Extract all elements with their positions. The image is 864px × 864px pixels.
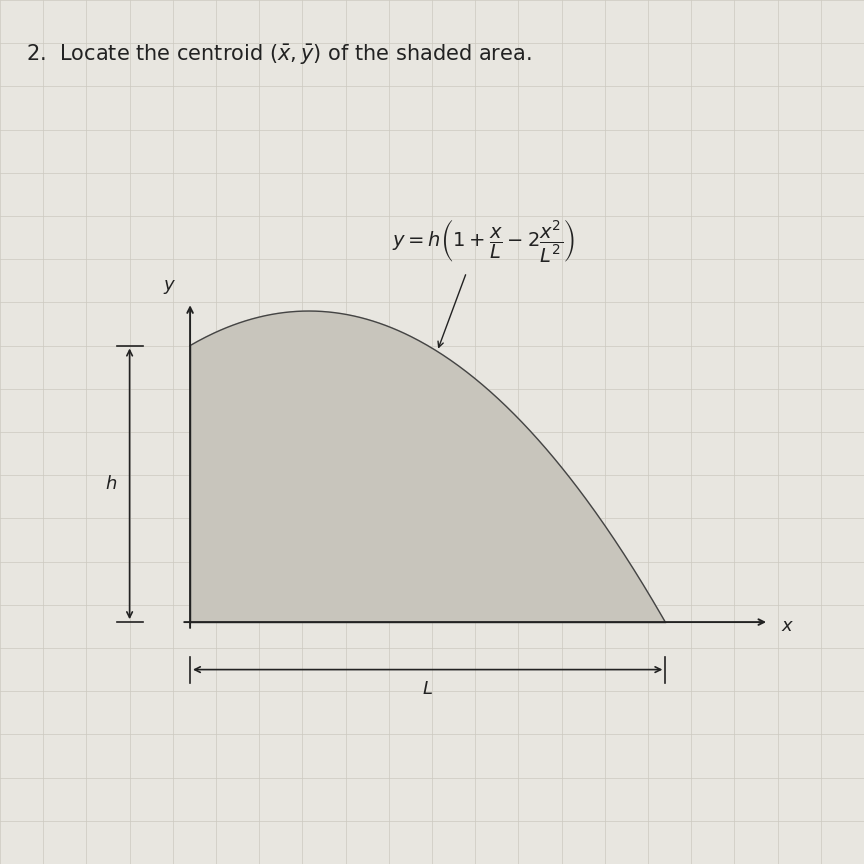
Text: 2.  Locate the centroid $(\bar{x}, \bar{y})$ of the shaded area.: 2. Locate the centroid $(\bar{x}, \bar{y… <box>26 43 531 67</box>
Text: L: L <box>422 680 433 698</box>
Polygon shape <box>190 311 665 622</box>
Text: $y = h\left(1 + \dfrac{x}{L} - 2\dfrac{x^2}{L^2}\right)$: $y = h\left(1 + \dfrac{x}{L} - 2\dfrac{x… <box>392 217 575 264</box>
Text: x: x <box>782 618 792 635</box>
Text: y: y <box>163 276 174 294</box>
Text: h: h <box>105 475 117 492</box>
